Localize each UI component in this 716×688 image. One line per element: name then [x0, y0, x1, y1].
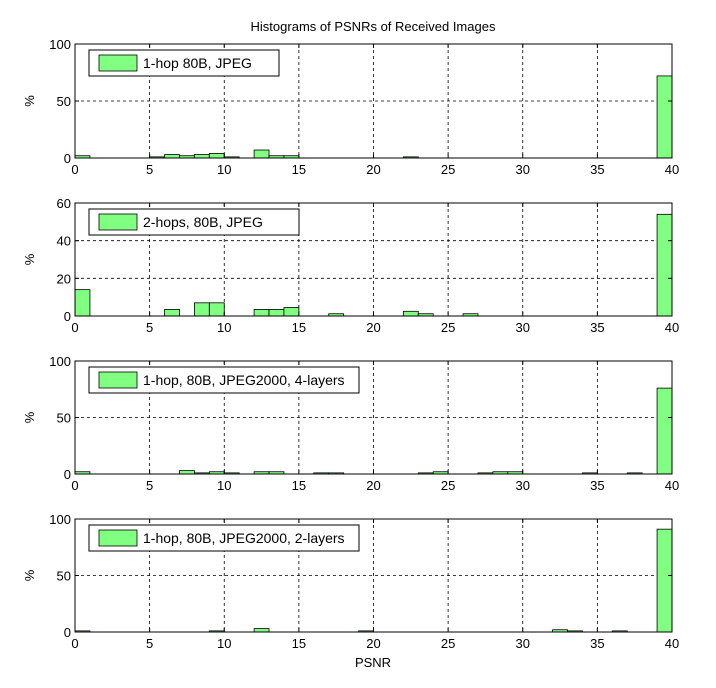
x-tick-label: 5: [146, 162, 153, 177]
x-tick-label: 30: [516, 478, 530, 493]
y-tick-label: 60: [57, 196, 71, 211]
histogram-panel-1: 0 5 10 15 20 25 30 35 40 0 50 100% 1-hop 80B, JPEG: [22, 37, 679, 177]
y-tick-label: 50: [57, 411, 71, 426]
y-tick-label: 0: [64, 625, 71, 640]
histogram-bar: [656, 528, 673, 633]
legend-box: [88, 524, 360, 552]
histogram-panel-3: 0 5 10 15 20 25 30 35 40 0 50 100% 1-hop, 80B, JPEG2…: [22, 354, 679, 493]
x-tick-label: 40: [665, 478, 679, 493]
x-tick-label: 30: [516, 320, 530, 335]
legend-label: 1-hop, 80B, JPEG2000, 2-layers: [143, 530, 345, 546]
y-tick-label: 40: [57, 234, 71, 249]
y-axis-label: %: [22, 411, 37, 423]
histogram-bar: [656, 387, 673, 475]
x-tick-label: 20: [366, 478, 380, 493]
x-axis-label: PSNR: [355, 655, 391, 670]
histogram-bar: [656, 75, 673, 159]
legend-swatch: [98, 371, 138, 389]
histogram-bar: [179, 470, 195, 475]
y-axis-label: %: [22, 569, 37, 581]
x-tick-label: 5: [146, 320, 153, 335]
x-tick-label: 40: [665, 320, 679, 335]
x-tick-label: 0: [71, 636, 78, 651]
x-tick-label: 0: [71, 162, 78, 177]
x-tick-label: 30: [516, 162, 530, 177]
x-tick-label: 40: [665, 636, 679, 651]
histogram-bar: [193, 154, 210, 159]
histogram-bar: [253, 309, 270, 317]
figure-title: Histograms of PSNRs of Received Images: [251, 19, 496, 34]
x-tick-label: 5: [146, 478, 153, 493]
histogram-bar: [208, 302, 225, 317]
x-tick-label: 15: [292, 636, 306, 651]
legend-swatch: [98, 529, 138, 547]
x-tick-label: 35: [590, 478, 604, 493]
histogram-bar: [74, 289, 91, 317]
x-tick-label: 35: [590, 320, 604, 335]
x-tick-label: 5: [146, 636, 153, 651]
x-tick-label: 25: [441, 162, 455, 177]
histogram-bar: [402, 310, 419, 317]
y-tick-label: 50: [57, 569, 71, 584]
legend: 1-hop, 80B, JPEG2000, 2-layers: [88, 524, 360, 552]
legend-box: [88, 366, 360, 394]
x-tick-label: 15: [292, 162, 306, 177]
x-tick-label: 40: [665, 162, 679, 177]
y-tick-label: 100: [49, 354, 71, 369]
legend-label: 2-hops, 80B, JPEG: [143, 214, 263, 230]
histogram-panel-4: 0 5 10 15 20 25 30 35 40 0 50 100% 1-hop, 80B, JPEG2…: [22, 512, 679, 651]
legend: 2-hops, 80B, JPEG: [88, 208, 300, 236]
histogram-bar: [253, 149, 270, 159]
y-tick-label: 50: [57, 94, 71, 109]
y-axis-label: %: [22, 95, 37, 107]
x-tick-label: 10: [217, 320, 231, 335]
y-axis-label: %: [22, 253, 37, 265]
x-tick-label: 30: [516, 636, 530, 651]
histogram-bar: [268, 309, 285, 317]
x-tick-label: 25: [441, 636, 455, 651]
legend-label: 1-hop 80B, JPEG: [143, 55, 252, 71]
histogram-bar: [164, 309, 180, 317]
histogram-bar: [253, 628, 270, 633]
x-tick-label: 15: [292, 320, 306, 335]
y-tick-label: 100: [49, 37, 71, 52]
x-tick-label: 20: [366, 162, 380, 177]
x-tick-label: 10: [217, 478, 231, 493]
x-tick-label: 25: [441, 320, 455, 335]
histogram-bar: [283, 307, 300, 317]
x-tick-label: 0: [71, 478, 78, 493]
histogram-bar: [193, 302, 210, 317]
x-tick-label: 0: [71, 320, 78, 335]
y-tick-label: 0: [64, 309, 71, 324]
x-tick-label: 15: [292, 478, 306, 493]
x-tick-label: 35: [590, 162, 604, 177]
x-tick-label: 20: [366, 320, 380, 335]
y-tick-label: 0: [64, 151, 71, 166]
histogram-bar: [656, 213, 673, 317]
x-tick-label: 25: [441, 478, 455, 493]
histogram-bar: [164, 154, 180, 159]
x-tick-label: 20: [366, 636, 380, 651]
legend-label: 1-hop, 80B, JPEG2000, 4-layers: [143, 372, 345, 388]
legend-swatch: [98, 54, 138, 72]
histogram-panel-2: 0 5 10 15 20 25 30 35 40 0 20 40 60% 2-hops, 80B, JPE…: [22, 196, 679, 335]
histogram-bar: [208, 153, 225, 159]
y-tick-label: 0: [64, 467, 71, 482]
x-tick-label: 10: [217, 636, 231, 651]
y-tick-label: 20: [57, 271, 71, 286]
legend: 1-hop, 80B, JPEG2000, 4-layers: [88, 366, 360, 394]
x-tick-label: 10: [217, 162, 231, 177]
legend-swatch: [98, 213, 138, 231]
legend: 1-hop 80B, JPEG: [88, 49, 280, 77]
y-tick-label: 100: [49, 512, 71, 527]
x-tick-label: 35: [590, 636, 604, 651]
